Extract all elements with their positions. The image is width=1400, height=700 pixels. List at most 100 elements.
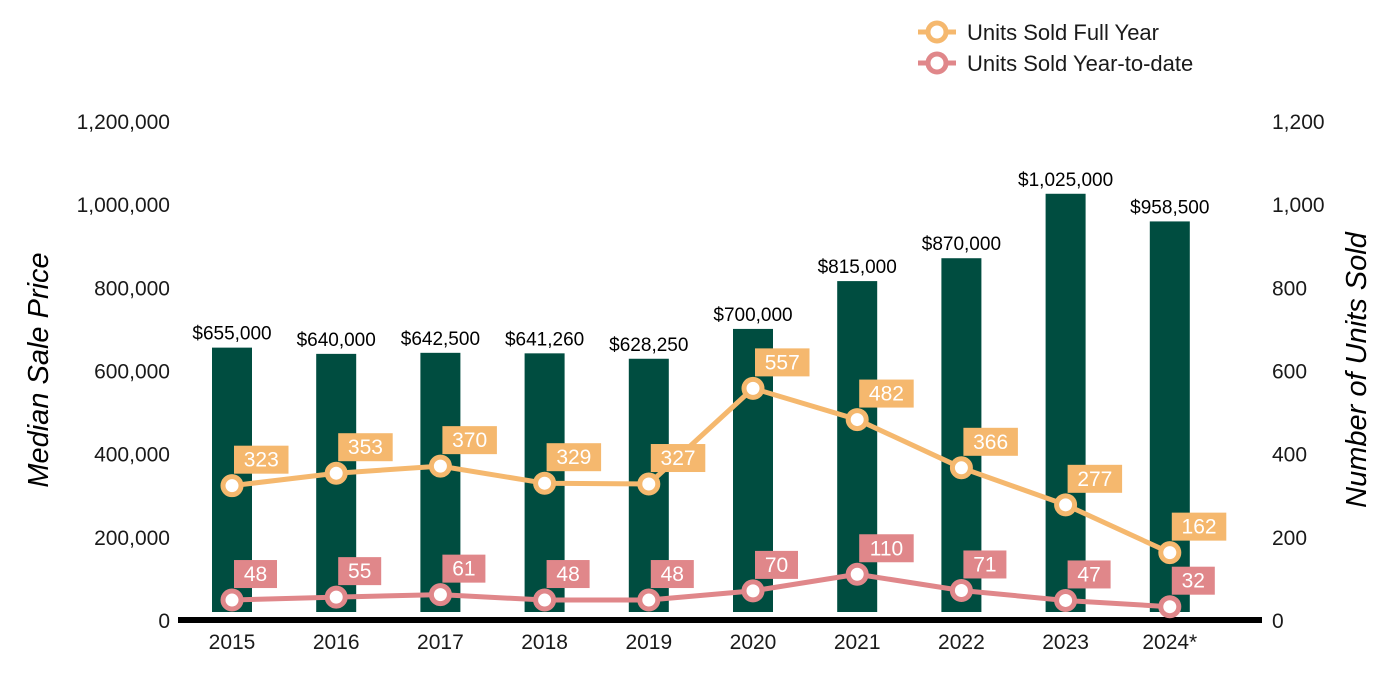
series-1-point-2022 <box>949 578 973 602</box>
series-0-label-2023: 277 <box>1077 468 1112 491</box>
series-0-label-box-2023 <box>1067 464 1123 493</box>
left-axis-title: Median Sale Price <box>23 252 55 487</box>
series-1-label-box-2020 <box>755 550 798 579</box>
right-tick-label: 400 <box>1272 444 1307 467</box>
series-0-point-2020 <box>741 376 765 400</box>
left-y-axis-ticks: 0 200,000 400,000 600,000 800,000 1,000,000 1,… <box>77 111 170 633</box>
series-0-label-2019: 327 <box>661 447 696 470</box>
series-0-label-2021: 482 <box>869 383 904 406</box>
legend-label-full-year: Units Sold Full Year <box>967 20 1159 45</box>
series-0-point-2021 <box>845 408 869 432</box>
line-points: 323 353 370 329 327 557 482 366 277 162 48 55 61 48 48… <box>220 348 1227 619</box>
legend-item-year-to-date: Units Sold Year-to-date <box>918 51 1193 76</box>
x-tick-label-2021: 2021 <box>834 631 881 654</box>
series-1-label-box-2019 <box>650 560 694 589</box>
series-1-label-2024*: 32 <box>1182 570 1205 593</box>
series-0-point-2023 <box>1054 493 1078 517</box>
bar-label-2018: $641,260 <box>505 329 584 350</box>
series-0-label-box-2016 <box>338 433 393 462</box>
bar-label-2019: $628,250 <box>609 335 688 356</box>
series-0-point-2015 <box>220 474 244 498</box>
x-tick-label-2018: 2018 <box>521 631 568 654</box>
bar-label-2022: $870,000 <box>922 234 1001 255</box>
series-1-point-2019 <box>637 588 661 612</box>
left-tick-label: 200,000 <box>94 527 170 550</box>
bar-2021 <box>837 281 878 612</box>
series-0-label-2018: 329 <box>556 446 591 469</box>
bar-label-2017: $642,500 <box>401 329 480 350</box>
series-1-label-box-2015 <box>234 560 277 589</box>
series-0-label-2022: 366 <box>973 431 1008 454</box>
bar-label-2021: $815,000 <box>818 257 897 278</box>
series-1-label-2018: 48 <box>556 563 579 586</box>
series-0-point-2019 <box>637 472 661 496</box>
legend-label-year-to-date: Units Sold Year-to-date <box>967 51 1193 76</box>
series-1-label-box-2018 <box>546 560 590 589</box>
series-0-label-box-2018 <box>546 443 602 472</box>
bar-value-labels: $655,000 $640,000 $642,500 $641,260 $628,250… <box>192 170 1209 356</box>
right-tick-label: 1,200 <box>1272 111 1325 134</box>
bar-2023 <box>1045 193 1086 613</box>
series-0-point-2022 <box>949 456 973 480</box>
left-tick-label: 1,200,000 <box>77 111 170 134</box>
series-1-label-2019: 48 <box>661 563 684 586</box>
series-1-label-2016: 55 <box>348 560 371 583</box>
legend: Units Sold Full Year Units Sold Year-to-… <box>918 20 1193 76</box>
series-1-label-2021: 110 <box>870 537 903 560</box>
right-y-axis-ticks: 0 200 400 600 800 1,000 1,200 <box>1272 111 1325 633</box>
series-0-point-2018 <box>533 471 557 495</box>
x-tick-label-2019: 2019 <box>625 631 672 654</box>
series-0-label-box-2019 <box>650 444 706 473</box>
x-tick-label-2020: 2020 <box>730 631 777 654</box>
series-0-point-2017 <box>428 454 452 478</box>
series-1-label-2015: 48 <box>244 563 267 586</box>
series-1-point-2023 <box>1054 588 1078 612</box>
series-0-label-box-2017 <box>442 426 497 455</box>
bar-label-2023: $1,025,000 <box>1018 170 1113 191</box>
x-tick-label-2015: 2015 <box>209 631 256 654</box>
series-1-label-2020: 70 <box>765 554 788 577</box>
series-0-label-2016: 353 <box>348 436 383 459</box>
legend-item-full-year: Units Sold Full Year <box>918 20 1159 45</box>
series-1-point-2020 <box>741 579 765 603</box>
bar-label-2016: $640,000 <box>297 330 376 351</box>
series-0-label-box-2020 <box>755 348 810 377</box>
series-1-label-2017: 61 <box>452 558 475 581</box>
series-1-label-box-2022 <box>963 550 1007 579</box>
series-1-point-2016 <box>324 585 348 609</box>
series-1-label-2022: 71 <box>973 553 996 576</box>
series-0-point-2024* <box>1158 541 1182 565</box>
right-axis-title: Number of Units Sold <box>1341 231 1373 507</box>
series-1-label-box-2021 <box>859 534 914 563</box>
series-1-label-box-2017 <box>442 554 486 583</box>
series-1-label-box-2024* <box>1171 566 1215 595</box>
series-0-label-box-2021 <box>859 379 914 408</box>
left-tick-label: 400,000 <box>94 444 170 467</box>
series-1-label-box-2023 <box>1067 560 1111 589</box>
x-tick-label-2022: 2022 <box>938 631 985 654</box>
series-1-label-2023: 47 <box>1077 563 1100 586</box>
bar-label-2024*: $958,500 <box>1130 197 1209 218</box>
series-0-label-box-2024* <box>1171 512 1227 541</box>
legend-marker-year-to-date <box>925 51 949 75</box>
series-line-0 <box>231 385 1171 555</box>
series-1-point-2018 <box>533 588 557 612</box>
series-1-point-2015 <box>220 588 244 612</box>
x-tick-label-2023: 2023 <box>1042 631 1089 654</box>
right-tick-label: 600 <box>1272 361 1307 384</box>
series-0-label-2020: 557 <box>765 351 800 374</box>
series-0-label-2024*: 162 <box>1182 516 1217 539</box>
bar-label-2020: $700,000 <box>713 305 792 326</box>
bar-label-2015: $655,000 <box>192 324 271 345</box>
x-tick-label-2024*: 2024* <box>1142 631 1197 654</box>
series-0-point-2016 <box>324 461 348 485</box>
x-tick-label-2016: 2016 <box>313 631 360 654</box>
series-0-label-box-2022 <box>963 427 1018 456</box>
bar-series <box>212 193 1190 613</box>
right-tick-label: 800 <box>1272 277 1307 300</box>
right-tick-label: 0 <box>1272 610 1284 633</box>
series-line-1 <box>231 571 1170 610</box>
legend-marker-full-year <box>925 20 949 44</box>
right-tick-label: 200 <box>1272 527 1307 550</box>
